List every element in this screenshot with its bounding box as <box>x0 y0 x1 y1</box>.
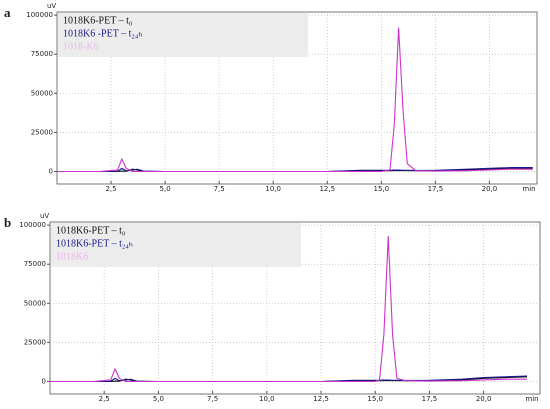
x-axis-label: min <box>525 395 538 403</box>
x-axis-label: min <box>522 185 535 193</box>
y-tick-label: 25000 <box>24 338 46 346</box>
legend-entry: 1018K6-PET – t₂₄ₕ <box>56 238 133 249</box>
x-tick-label: 7,5 <box>214 185 225 193</box>
legend-entry: 1018K6 -PET – t₂₄ₕ <box>63 28 142 39</box>
legend-box <box>58 13 308 57</box>
x-tick-label: 12,5 <box>319 185 335 193</box>
series-line <box>57 167 533 173</box>
legend-entry: 1018K6-PET – t₀ <box>56 225 126 236</box>
legend-entry: 1018K6 <box>56 251 88 262</box>
x-tick-label: 15,0 <box>367 395 383 403</box>
y-tick-label: 50000 <box>31 89 53 97</box>
x-tick-label: 15,0 <box>374 185 390 193</box>
series-line <box>50 375 528 383</box>
x-tick-label: 10,0 <box>259 395 275 403</box>
x-tick-label: 5,0 <box>160 185 171 193</box>
legend-entry: 1018K6-PET – t₀ <box>63 15 133 26</box>
y-tick-label: 25000 <box>31 128 53 136</box>
series-line <box>50 236 527 383</box>
x-tick-label: 17,5 <box>428 185 444 193</box>
y-tick-label: 50000 <box>24 299 46 307</box>
panel-label: b <box>4 215 11 230</box>
legend-entry: 1018-K6 <box>63 41 99 52</box>
y-tick-label: 0 <box>42 377 46 385</box>
x-tick-label: 20,0 <box>482 185 498 193</box>
series-line <box>57 27 533 173</box>
x-tick-label: 7,5 <box>207 395 218 403</box>
x-tick-label: 20,0 <box>476 395 492 403</box>
y-axis-label: uV <box>40 212 49 220</box>
x-tick-label: 12,5 <box>313 395 329 403</box>
y-tick-label: 75000 <box>31 50 53 58</box>
x-tick-label: 2,5 <box>99 395 110 403</box>
x-tick-label: 17,5 <box>422 395 438 403</box>
y-tick-label: 75000 <box>24 260 46 268</box>
x-tick-label: 10,0 <box>265 185 281 193</box>
x-tick-label: 2,5 <box>105 185 116 193</box>
panel-label: a <box>4 5 11 20</box>
x-tick-label: 5,0 <box>153 395 164 403</box>
legend-box <box>51 223 301 267</box>
y-axis-label: uV <box>47 2 56 10</box>
y-tick-label: 0 <box>49 167 53 175</box>
y-tick-label: 100000 <box>26 11 53 19</box>
y-tick-label: 100000 <box>19 221 46 229</box>
